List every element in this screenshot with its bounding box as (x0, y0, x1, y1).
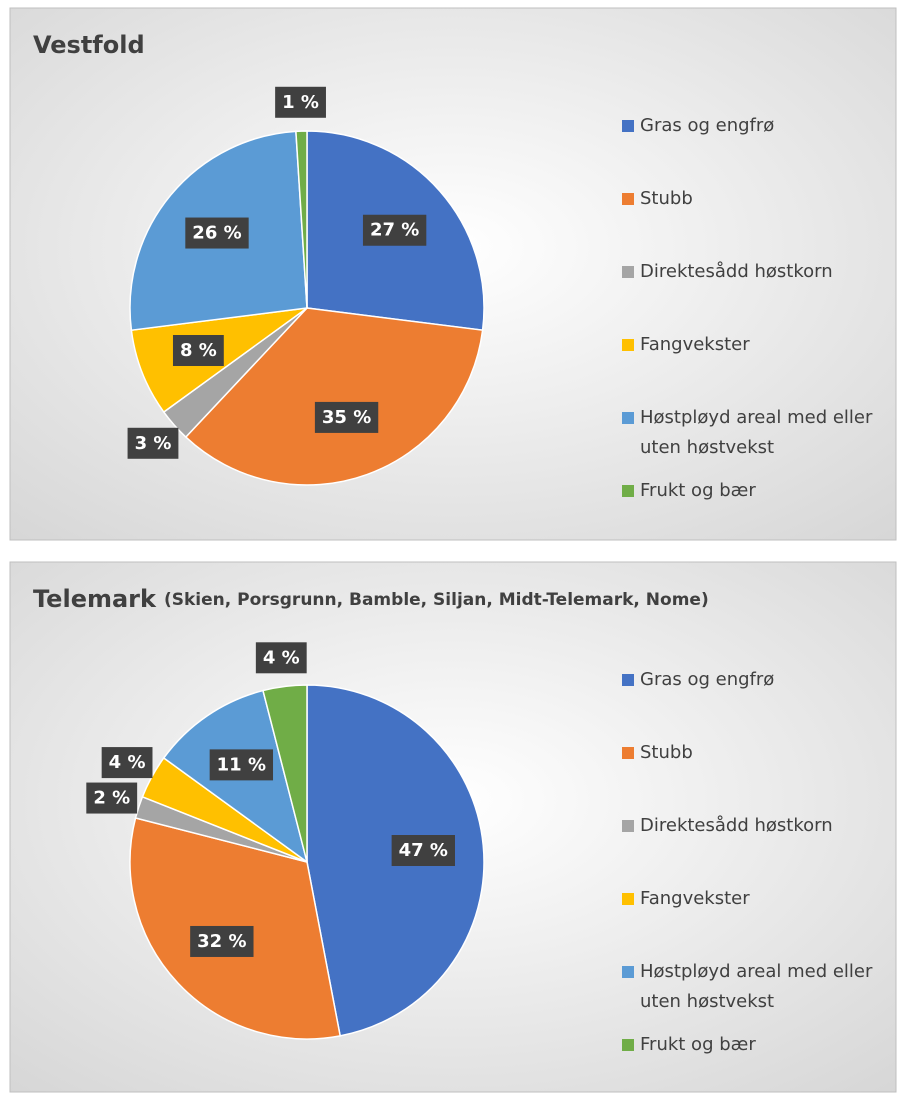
data-label-box (275, 86, 326, 118)
data-label: 4 % (109, 752, 146, 773)
legend-swatch (622, 485, 634, 497)
data-label-box (362, 214, 427, 246)
legend-label: Gras og engfrø (640, 669, 774, 690)
legend-label: Gras og engfrø (640, 115, 774, 136)
data-label: 47 % (399, 840, 448, 861)
data-label: 3 % (135, 433, 172, 454)
legend-swatch (622, 893, 634, 905)
data-label-box (190, 925, 254, 957)
title-text: Vestfold (33, 31, 145, 59)
legend-swatch (622, 120, 634, 132)
data-label-box (185, 217, 249, 249)
legend-label: Høstpløyd areal med eller uten høstvekst (640, 407, 878, 458)
data-label-box (391, 835, 455, 867)
legend-swatch (622, 193, 634, 205)
data-label: 27 % (370, 220, 419, 241)
legend-label: Direktesådd høstkorn (640, 261, 833, 282)
chart-title: Telemark (Skien, Porsgrunn, Bamble, Silja… (33, 585, 709, 613)
data-label: 32 % (197, 931, 246, 952)
legend-label: Frukt og bær (640, 480, 756, 501)
data-label: 4 % (263, 647, 300, 668)
legend-label: Direktesådd høstkorn (640, 815, 833, 836)
data-label-box (101, 747, 153, 779)
data-label-box (172, 335, 224, 367)
legend-swatch (622, 1039, 634, 1051)
data-label: 26 % (192, 223, 241, 244)
chart: Vestfold 27 % 35 % 3 % 8 % 26 % 1 % Gras og eng… (9, 7, 897, 541)
legend-swatch (622, 339, 634, 351)
legend-label: Fangvekster (640, 334, 750, 355)
data-label: 11 % (217, 754, 266, 775)
legend-label: Frukt og bær (640, 1034, 756, 1055)
data-label-box (255, 642, 307, 674)
legend-swatch (622, 747, 634, 759)
subtitle: (Skien, Porsgrunn, Bamble, Siljan, Midt-… (164, 590, 709, 610)
data-label-box (314, 401, 379, 433)
data-label-box (86, 782, 138, 814)
data-label: 1 % (282, 92, 319, 113)
data-label-box (209, 749, 274, 781)
legend-swatch (622, 966, 634, 978)
chart: Telemark (Skien, Porsgrunn, Bamble, Silja… (9, 561, 897, 1093)
pie-slice (184, 307, 484, 486)
title-text: Telemark (33, 585, 157, 613)
legend-swatch (622, 412, 634, 424)
legend-swatch (622, 820, 634, 832)
pie-slice (295, 130, 308, 309)
legend-label: Høstpløyd areal med eller uten høstvekst (640, 961, 878, 1012)
data-label: 2 % (93, 788, 130, 809)
legend-swatch (622, 674, 634, 686)
chart-title: Vestfold (33, 31, 145, 59)
legend-swatch (622, 266, 634, 278)
pie-slice (262, 684, 308, 863)
legend-label: Stubb (640, 742, 693, 763)
data-label: 35 % (322, 407, 371, 428)
legend-label: Stubb (640, 188, 693, 209)
legend-label: Fangvekster (640, 888, 750, 909)
data-label: 8 % (180, 340, 217, 361)
data-label-box (127, 427, 179, 459)
